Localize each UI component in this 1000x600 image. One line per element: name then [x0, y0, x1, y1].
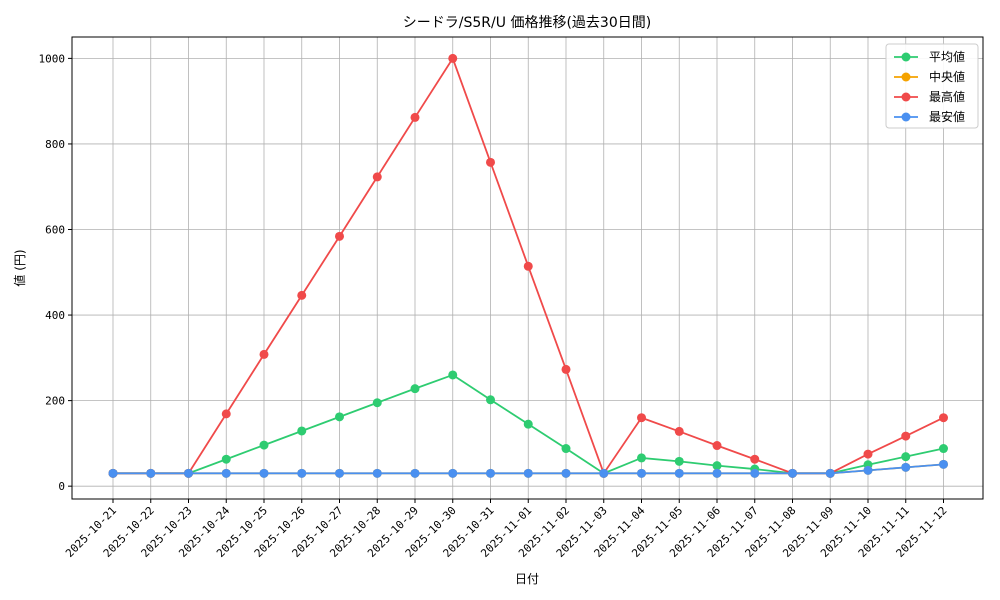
y-axis-ticks: 0 200 400 600 800 1000 [39, 52, 72, 493]
data-point [372, 172, 382, 182]
data-point [335, 412, 344, 422]
plot-frame [71, 36, 984, 500]
data-point [712, 468, 722, 478]
data-point [939, 459, 948, 469]
data-point [486, 468, 495, 478]
legend-swatch-marker [901, 52, 911, 62]
legend-label: 中央値 [929, 69, 965, 84]
y-tick-label: 800 [45, 138, 65, 151]
data-point [674, 456, 684, 466]
data-point [146, 468, 156, 478]
data-point [750, 454, 760, 464]
data-point [221, 468, 231, 478]
series-layer [108, 53, 948, 478]
legend-label: 最安値 [929, 109, 965, 124]
data-point [259, 349, 269, 359]
x-axis-title: 日付 [515, 572, 539, 586]
legend-label: 平均値 [929, 49, 965, 64]
chart-title: シードラ/S5R/U 価格推移(過去30日間) [403, 15, 651, 31]
y-tick-label: 0 [58, 480, 65, 493]
data-point [750, 468, 760, 478]
data-point [674, 468, 684, 478]
y-tick-label: 400 [45, 309, 65, 322]
data-point [712, 441, 722, 451]
data-point [637, 468, 646, 478]
data-point [259, 468, 269, 478]
legend-swatch-marker [901, 72, 911, 82]
data-point [448, 468, 458, 478]
y-tick-label: 200 [45, 395, 65, 408]
data-point [410, 384, 420, 394]
data-point [335, 231, 344, 241]
data-point [901, 452, 911, 462]
legend-box [885, 43, 979, 129]
data-point [297, 290, 307, 300]
data-point [523, 419, 533, 429]
data-point [523, 261, 533, 271]
data-point [674, 426, 684, 436]
y-tick-label: 1000 [39, 52, 66, 65]
data-point [561, 364, 571, 374]
data-point [448, 370, 458, 380]
data-point [259, 440, 269, 450]
data-point [221, 454, 231, 464]
data-point [372, 398, 382, 408]
legend-swatch-marker [901, 92, 911, 102]
series-3 [108, 459, 948, 478]
data-point [486, 157, 495, 167]
data-point [901, 431, 911, 441]
y-tick-label: 600 [45, 224, 65, 237]
legend-label: 最高値 [929, 89, 965, 104]
data-point [939, 444, 948, 454]
data-point [599, 468, 609, 478]
data-point [939, 413, 948, 423]
x-axis-ticks: 2025-10-212025-10-222025-10-232025-10-24… [63, 499, 950, 560]
data-point [523, 468, 533, 478]
y-axis-title: 値 (円) [12, 249, 27, 286]
data-point [712, 461, 722, 471]
data-point [410, 468, 420, 478]
data-point [863, 465, 873, 475]
data-point [863, 449, 873, 459]
data-point [561, 444, 571, 454]
data-point [637, 453, 646, 463]
data-point [561, 468, 571, 478]
data-point [410, 112, 420, 122]
data-point [221, 409, 231, 419]
data-point [184, 468, 193, 478]
data-point [788, 468, 797, 478]
data-point [335, 468, 344, 478]
data-point [108, 468, 118, 478]
legend-swatch-marker [901, 112, 911, 122]
data-point [297, 468, 307, 478]
data-point [901, 462, 911, 472]
data-point [372, 468, 382, 478]
data-point [637, 413, 646, 423]
data-point [825, 468, 835, 478]
data-point [297, 426, 307, 436]
data-point [486, 395, 495, 405]
data-point [448, 53, 458, 63]
